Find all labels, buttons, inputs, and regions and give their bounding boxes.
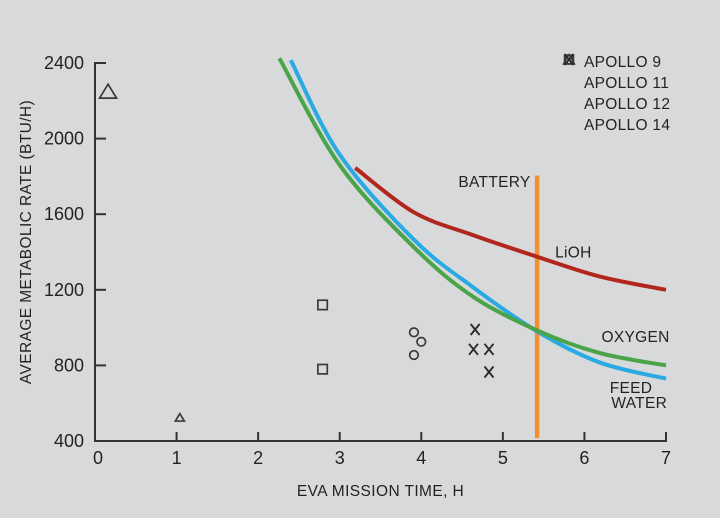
x-tick-label: 2 [253, 448, 263, 468]
circle-marker [416, 336, 427, 347]
x-axis-title: EVA MISSION TIME, H [297, 483, 464, 500]
circle-marker [408, 349, 420, 361]
y-tick-label: 1200 [44, 280, 84, 300]
x-tick-label: 3 [335, 448, 345, 468]
legend-item-apollo-14: APOLLO 14 [561, 53, 671, 136]
curves [277, 57, 667, 439]
legend-label: APOLLO 12 [584, 95, 671, 113]
legend-label: APOLLO 9 [584, 53, 662, 71]
y-tick-label: 800 [54, 355, 84, 375]
points-apollo-12 [408, 327, 427, 361]
x-icon [561, 53, 581, 134]
points-apollo-11 [317, 299, 329, 375]
legend: APOLLO 9 APOLLO 11 APOLLO 12 APOLLO 14 [561, 52, 670, 136]
curve-feed-water [288, 59, 667, 381]
axes: 400 800 1200 1600 2000 2400 0 1 2 3 4 5 6 7 [44, 53, 671, 468]
curve-oxygen [277, 57, 667, 368]
square-marker [317, 363, 329, 375]
y-tick-label: 400 [54, 431, 84, 451]
points-apollo-9 [98, 82, 186, 422]
oxygen-curve-label: OXYGEN [602, 329, 670, 346]
triangle-marker [98, 82, 119, 99]
x-marker [483, 343, 495, 356]
data-points [98, 82, 495, 422]
square-marker [317, 299, 329, 311]
legend-item-apollo-9: APOLLO 9 [561, 52, 670, 73]
feed-water-curve-label-line2: WATER [611, 395, 667, 412]
y-tick-label: 1600 [44, 204, 84, 224]
y-tick-label: 2000 [44, 129, 84, 149]
x-tick-label: 6 [579, 448, 589, 468]
triangle-marker [173, 412, 186, 422]
legend-item-apollo-11: APOLLO 11 [561, 54, 670, 94]
y-axis-title: AVERAGE METABOLIC RATE (BTU/H) [18, 100, 35, 384]
circle-marker [408, 327, 420, 338]
x-marker [469, 323, 481, 336]
y-tick-label: 2400 [44, 53, 84, 73]
x-tick-label: 1 [172, 448, 182, 468]
x-tick-label: 0 [93, 448, 103, 468]
legend-item-apollo-12: APOLLO 12 [561, 54, 671, 115]
circle-icon [561, 54, 581, 113]
square-icon [561, 54, 581, 92]
x-tick-label: 5 [498, 448, 508, 468]
legend-label: APOLLO 14 [584, 116, 671, 134]
legend-label: APOLLO 11 [584, 74, 670, 92]
x-marker [483, 365, 495, 379]
battery-curve-label: BATTERY [458, 174, 530, 191]
x-marker [468, 343, 479, 356]
curve-lioh [354, 166, 667, 292]
points-apollo-14 [468, 323, 495, 379]
x-tick-label: 7 [661, 448, 671, 468]
x-tick-label: 4 [416, 448, 426, 468]
lioh-curve-label: LiOH [555, 245, 592, 262]
feed-water-curve-label-line1: FEED [610, 380, 653, 397]
